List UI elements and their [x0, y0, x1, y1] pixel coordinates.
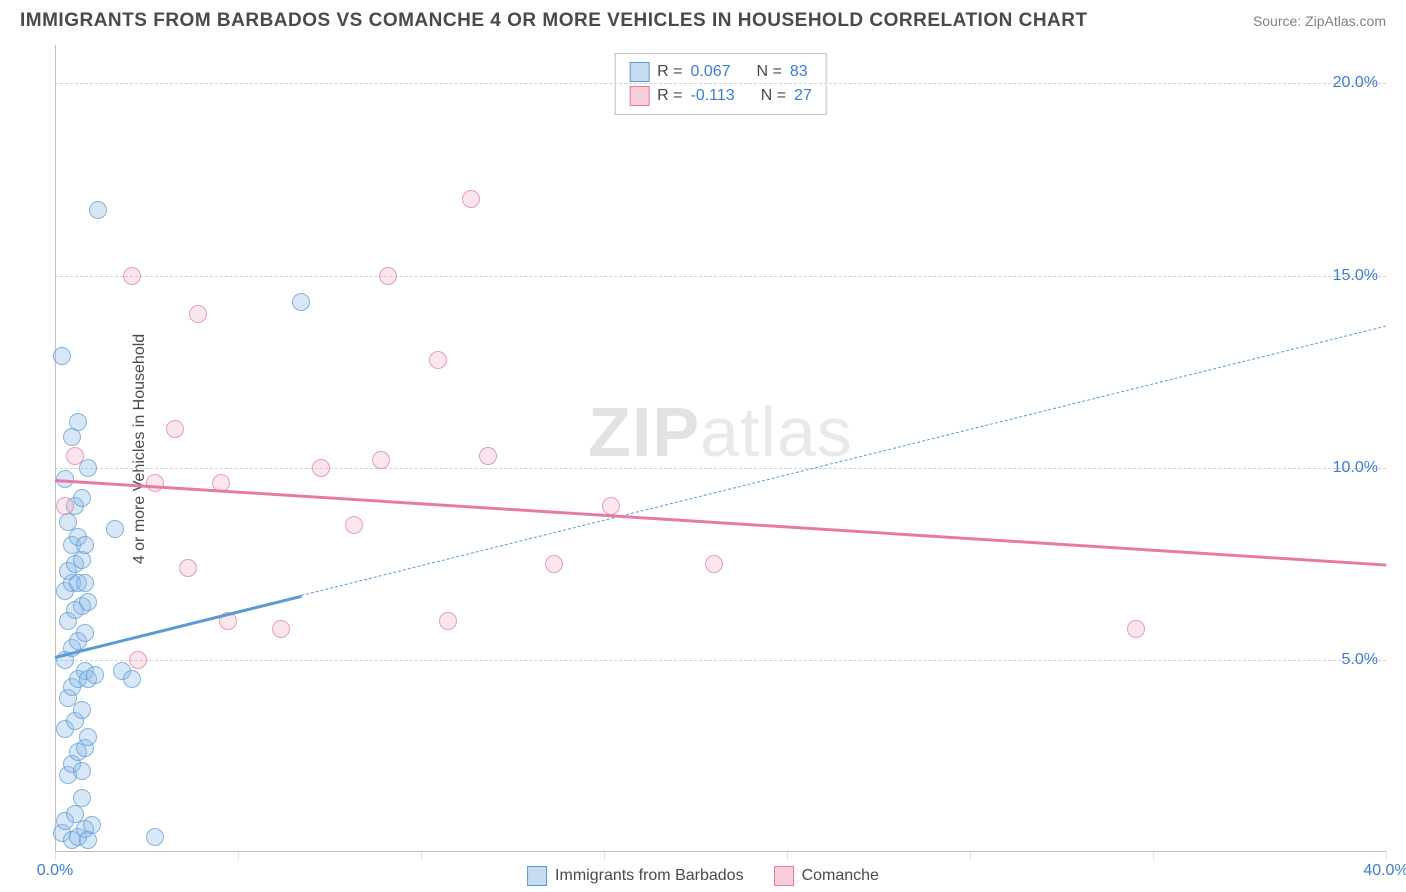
r-value: 0.067	[691, 60, 731, 84]
ytick-label: 15.0%	[1333, 267, 1378, 285]
scatter-point	[429, 351, 447, 369]
scatter-point	[372, 451, 390, 469]
watermark-atlas: atlas	[700, 393, 853, 471]
grid-line	[55, 83, 1386, 84]
scatter-point	[73, 489, 91, 507]
xtick-mark	[970, 852, 971, 860]
scatter-point	[63, 428, 81, 446]
scatter-point	[272, 620, 290, 638]
xtick-mark	[1386, 852, 1387, 860]
series-legend: Immigrants from Barbados Comanche	[527, 866, 879, 886]
scatter-point	[86, 666, 104, 684]
watermark-zip: ZIP	[588, 393, 700, 471]
scatter-point	[146, 828, 164, 846]
scatter-point	[479, 447, 497, 465]
scatter-point	[379, 267, 397, 285]
x-axis	[55, 851, 1386, 852]
scatter-point	[166, 420, 184, 438]
scatter-point	[462, 190, 480, 208]
legend-swatch-blue	[527, 866, 547, 886]
scatter-point	[602, 497, 620, 515]
r-value: -0.113	[691, 84, 735, 108]
xtick-mark	[55, 852, 56, 860]
scatter-point	[79, 728, 97, 746]
legend-row: R = -0.113 N = 27	[629, 84, 812, 108]
legend-item: Immigrants from Barbados	[527, 866, 744, 886]
scatter-point	[545, 555, 563, 573]
grid-line	[55, 276, 1386, 277]
ytick-label: 20.0%	[1333, 74, 1378, 92]
scatter-point	[292, 293, 310, 311]
scatter-point	[123, 267, 141, 285]
scatter-point	[312, 459, 330, 477]
legend-item: Comanche	[774, 866, 879, 886]
n-value: 83	[790, 60, 808, 84]
xtick-label: 40.0%	[1363, 862, 1406, 880]
scatter-point	[66, 447, 84, 465]
scatter-point	[59, 513, 77, 531]
xtick-label: 0.0%	[37, 862, 73, 880]
scatter-point	[73, 762, 91, 780]
trend-line	[55, 479, 1386, 566]
scatter-point	[73, 551, 91, 569]
watermark: ZIPatlas	[588, 392, 853, 472]
grid-line	[55, 468, 1386, 469]
scatter-point	[89, 201, 107, 219]
chart-container: 4 or more Vehicles in Household ZIPatlas…	[55, 45, 1386, 852]
scatter-point	[83, 816, 101, 834]
plot-area: ZIPatlas R = 0.067 N = 83 R = -0.113 N =…	[55, 45, 1386, 852]
legend-swatch-blue	[629, 62, 649, 82]
r-label: R =	[657, 60, 682, 84]
source-label: Source: ZipAtlas.com	[1253, 13, 1386, 29]
scatter-point	[53, 347, 71, 365]
legend-label: Immigrants from Barbados	[555, 867, 744, 885]
scatter-point	[179, 559, 197, 577]
scatter-point	[146, 474, 164, 492]
scatter-point	[129, 651, 147, 669]
scatter-point	[439, 612, 457, 630]
chart-title: IMMIGRANTS FROM BARBADOS VS COMANCHE 4 O…	[20, 10, 1088, 32]
n-label: N =	[757, 60, 782, 84]
scatter-point	[189, 305, 207, 323]
xtick-mark	[238, 852, 239, 860]
scatter-point	[76, 574, 94, 592]
xtick-mark	[421, 852, 422, 860]
scatter-point	[56, 497, 74, 515]
legend-label: Comanche	[802, 867, 879, 885]
legend-swatch-pink	[774, 866, 794, 886]
legend-row: R = 0.067 N = 83	[629, 60, 812, 84]
scatter-point	[106, 520, 124, 538]
scatter-point	[345, 516, 363, 534]
ytick-label: 5.0%	[1342, 651, 1378, 669]
scatter-point	[79, 593, 97, 611]
r-label: R =	[657, 84, 682, 108]
n-value: 27	[794, 84, 812, 108]
scatter-point	[1127, 620, 1145, 638]
xtick-mark	[1153, 852, 1154, 860]
xtick-mark	[604, 852, 605, 860]
ytick-label: 10.0%	[1333, 459, 1378, 477]
scatter-point	[79, 831, 97, 849]
scatter-point	[76, 536, 94, 554]
xtick-mark	[787, 852, 788, 860]
scatter-point	[123, 670, 141, 688]
grid-line	[55, 660, 1386, 661]
scatter-point	[705, 555, 723, 573]
scatter-point	[69, 413, 87, 431]
scatter-point	[76, 624, 94, 642]
legend-swatch-pink	[629, 86, 649, 106]
n-label: N =	[761, 84, 786, 108]
scatter-point	[73, 789, 91, 807]
